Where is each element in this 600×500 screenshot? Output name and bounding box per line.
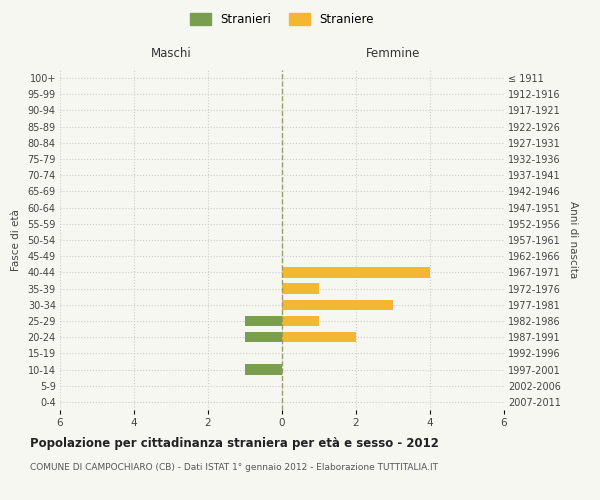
- Bar: [245, 316, 282, 326]
- Bar: [282, 316, 319, 326]
- Text: COMUNE DI CAMPOCHIARO (CB) - Dati ISTAT 1° gennaio 2012 - Elaborazione TUTTITALI: COMUNE DI CAMPOCHIARO (CB) - Dati ISTAT …: [30, 462, 438, 471]
- Legend: Stranieri, Straniere: Stranieri, Straniere: [185, 8, 379, 31]
- Text: Femmine: Femmine: [366, 48, 420, 60]
- Text: Maschi: Maschi: [151, 48, 191, 60]
- Bar: [282, 267, 430, 278]
- Bar: [282, 332, 356, 342]
- Bar: [282, 284, 319, 294]
- Bar: [245, 332, 282, 342]
- Bar: [282, 300, 393, 310]
- Bar: [245, 364, 282, 375]
- Text: Popolazione per cittadinanza straniera per età e sesso - 2012: Popolazione per cittadinanza straniera p…: [30, 438, 439, 450]
- Y-axis label: Anni di nascita: Anni di nascita: [568, 202, 578, 278]
- Y-axis label: Fasce di età: Fasce di età: [11, 209, 20, 271]
